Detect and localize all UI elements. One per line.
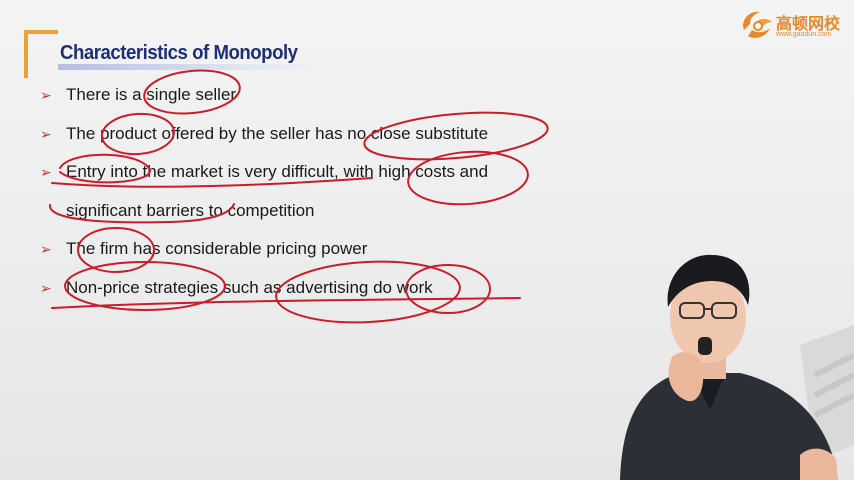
bullet-text: Entry into the market is very difficult,… [66,162,489,181]
title-bracket-decoration [24,30,58,78]
background-chevrons [813,352,854,418]
bullet-text: The firm has considerable pricing power [66,239,368,258]
gaodun-logo-icon [743,11,772,38]
bullet-text: There is a single seller [66,85,237,104]
gaodun-logo: 高顿网校 www.gaodun.com [736,6,846,46]
presenter-hand [668,352,704,402]
presenter-glasses [679,302,737,319]
arrow-bullet-icon: ➢ [40,241,52,257]
logo-name: 高顿网校 [776,14,841,33]
slide-title: Characteristics of Monopoly [60,42,298,64]
presenter-hand [800,448,838,480]
bullet-text: significant barriers to competition [66,200,315,220]
title-underline-decoration [58,64,330,70]
presenter-face [670,271,746,363]
logo-url: www.gaodun.com [776,31,832,38]
presenter-video [620,254,854,480]
arrow-bullet-icon: ➢ [40,164,52,180]
arrow-bullet-icon: ➢ [40,125,52,142]
arrow-bullet-icon: ➢ [40,87,52,103]
presenter-jacket [620,373,838,480]
arrow-bullet-icon: ➢ [40,279,52,296]
bullet-text: The product offered by the seller has no… [66,123,489,143]
bullet-text: Non-price strategies such as advertising… [66,277,433,297]
microphone-icon [698,337,712,355]
presenter-hair [667,254,750,307]
